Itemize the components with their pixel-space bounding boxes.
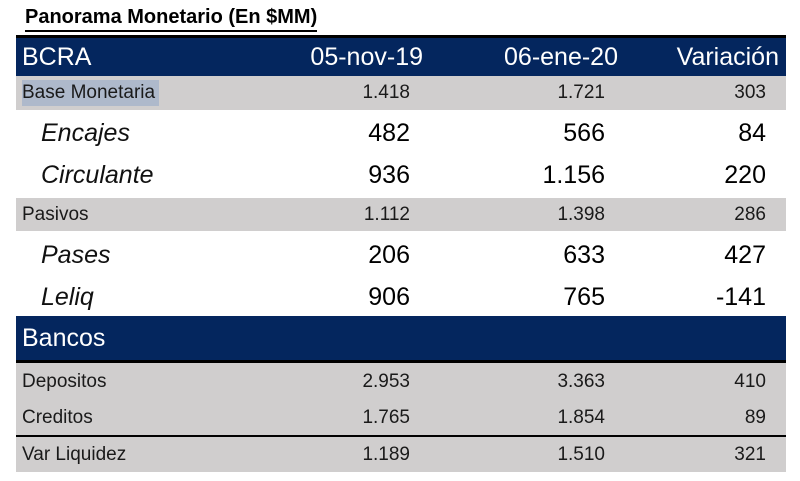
value-cell: 936 — [368, 160, 410, 189]
row-label: Pases — [41, 241, 111, 269]
value-cell: 906 — [368, 282, 410, 311]
value-cell: 1.112 — [363, 203, 410, 225]
row-label: Pasivos — [22, 203, 89, 225]
value-cell: 84 — [738, 118, 766, 147]
value-cell: 765 — [563, 282, 605, 311]
value-cell: 286 — [734, 203, 766, 225]
value-cell: 89 — [744, 406, 766, 428]
table-row-creditos: Creditos 1.765 1.854 89 — [16, 400, 786, 437]
value-cell: 633 — [563, 241, 605, 269]
value-cell: 1.398 — [557, 203, 605, 225]
value-cell: 1.721 — [557, 82, 605, 103]
table-row-depositos: Depositos 2.953 3.363 410 — [16, 363, 786, 400]
page-title: Panorama Monetario (En $MM) — [25, 5, 318, 32]
table-row-pases: Pases 206 633 427 — [16, 233, 786, 278]
value-cell: 3.363 — [557, 370, 605, 392]
row-label: Depositos — [22, 370, 107, 392]
header-col-variacion: Variación — [676, 42, 779, 71]
value-cell: 1.765 — [362, 406, 410, 428]
row-label: Var Liquidez — [22, 443, 127, 465]
value-cell: 303 — [734, 82, 766, 103]
header-col-date2: 06-ene-20 — [504, 42, 618, 71]
value-cell: 566 — [563, 118, 605, 147]
table-row-base-monetaria: Base Monetaria 1.418 1.721 303 — [16, 76, 786, 112]
value-cell: 427 — [724, 241, 766, 269]
header-col-date1: 05-nov-19 — [310, 42, 423, 71]
value-cell: 1.418 — [362, 82, 410, 103]
section-label: Bancos — [22, 323, 106, 352]
highlighted-label: Base Monetaria — [22, 80, 160, 106]
table-row-leliq: Leliq 906 765 -141 — [16, 278, 786, 316]
row-label: Base Monetaria — [16, 80, 285, 106]
monetary-table: BCRA 05-nov-19 06-ene-20 Variación Base … — [16, 35, 786, 472]
value-cell: 220 — [724, 160, 766, 189]
value-cell: 321 — [734, 443, 766, 465]
value-cell: 2.953 — [362, 370, 410, 392]
value-cell: 482 — [368, 118, 410, 147]
row-label: Creditos — [22, 406, 93, 428]
row-label: Encajes — [41, 118, 130, 147]
value-cell: 1.156 — [542, 160, 605, 189]
row-label: Leliq — [41, 282, 94, 311]
value-cell: 410 — [734, 370, 766, 392]
row-label: Circulante — [41, 160, 154, 189]
title-row: Panorama Monetario (En $MM) — [0, 0, 800, 35]
value-cell: 206 — [368, 241, 410, 269]
value-cell: 1.189 — [362, 443, 410, 465]
value-cell: 1.510 — [557, 443, 605, 465]
table-row-circulante: Circulante 936 1.156 220 — [16, 154, 786, 196]
table-row-encajes: Encajes 482 566 84 — [16, 112, 786, 154]
table-header-row: BCRA 05-nov-19 06-ene-20 Variación — [16, 35, 786, 76]
header-bcra: BCRA — [22, 42, 92, 71]
table-row-pasivos: Pasivos 1.112 1.398 286 — [16, 196, 786, 233]
section-header-bancos: Bancos — [16, 316, 786, 363]
value-cell: 1.854 — [557, 406, 605, 428]
value-cell: -141 — [715, 282, 766, 311]
table-row-var-liquidez: Var Liquidez 1.189 1.510 321 — [16, 437, 786, 472]
